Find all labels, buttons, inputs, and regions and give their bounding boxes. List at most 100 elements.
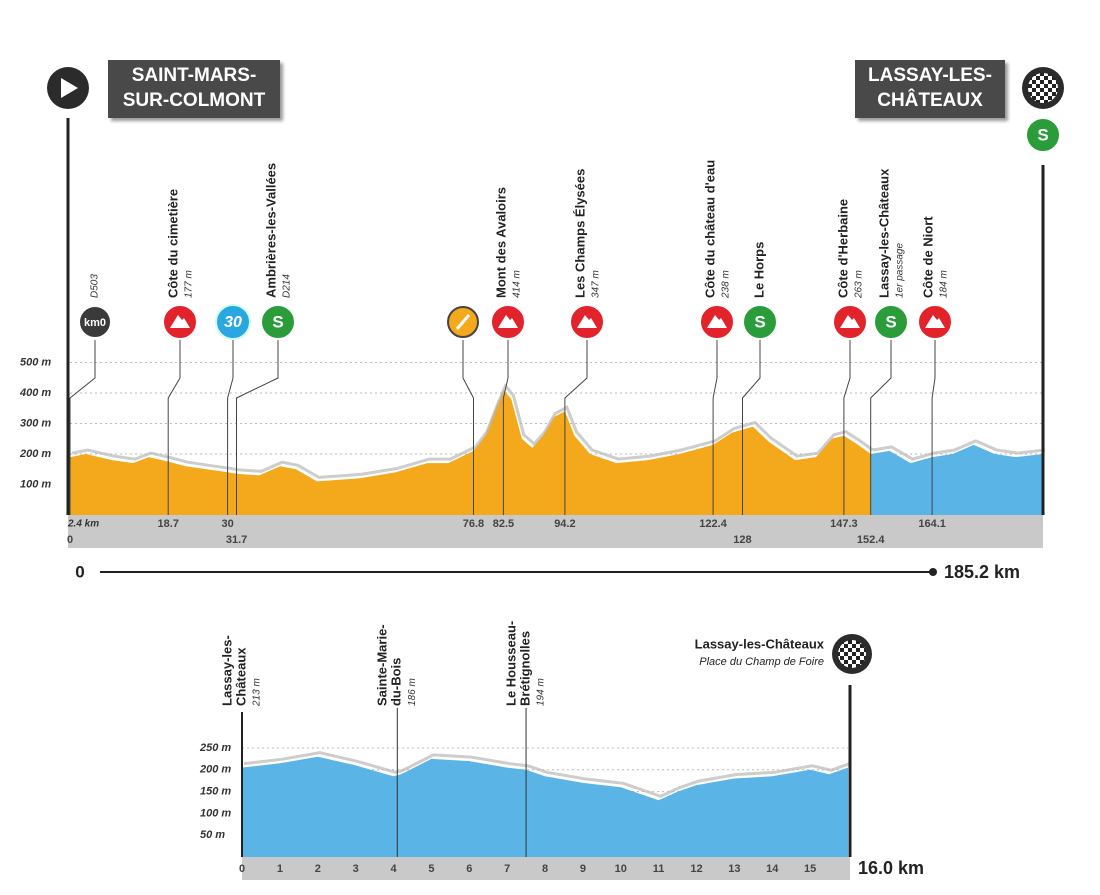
km-label: 0 — [67, 534, 73, 546]
leader-line — [931, 340, 936, 515]
poi-name: Côte de Niort — [920, 216, 935, 298]
poi-detail: 213 m — [252, 678, 263, 707]
leader-line — [870, 340, 892, 515]
leader-line — [69, 340, 96, 515]
leader-line — [227, 340, 234, 515]
finish-name: Lassay-les-Châteaux — [695, 636, 825, 651]
y-tick-label: 300 m — [20, 417, 51, 429]
sprint-icon — [873, 304, 909, 340]
mountain-glyph — [170, 315, 190, 328]
sprint-icon — [1025, 117, 1061, 153]
elevation-area — [242, 756, 848, 857]
poi-detail: 177 m — [184, 270, 195, 298]
icon-label: 30 — [224, 314, 242, 331]
x-tick-label: 12 — [690, 863, 702, 875]
distance-end-dot — [929, 568, 937, 576]
mountain-glyph — [577, 315, 597, 328]
x-tick-label: 9 — [580, 863, 586, 875]
x-tick-label: 4 — [390, 863, 397, 875]
distance-start: 0 — [75, 562, 84, 581]
km0-icon — [78, 305, 112, 339]
x-tick-label: 3 — [353, 863, 359, 875]
poi-detail: 347 m — [591, 270, 602, 298]
poi-name: Lassay-les- — [219, 635, 234, 706]
elevation-area — [870, 444, 1043, 515]
icon-label: S — [1037, 125, 1048, 144]
x-tick-label: 7 — [504, 863, 510, 875]
distance-band — [68, 515, 1043, 548]
poi-name: Les Champs Élysées — [572, 169, 587, 298]
x-tick-label: 14 — [766, 863, 779, 875]
leader-line — [564, 340, 588, 515]
y-tick-label: 200 m — [19, 448, 51, 460]
poi-detail: 1er passage — [895, 243, 906, 298]
y-tick-label: 200 m — [199, 764, 231, 776]
leader-line — [502, 340, 509, 515]
km-label: 18.7 — [158, 518, 179, 530]
poi-detail: 184 m — [939, 270, 950, 298]
mountain-glyph — [925, 315, 945, 328]
poi-name: Côte d'Herbaine — [835, 199, 850, 298]
start-box — [108, 60, 280, 118]
neutral-label: 2.4 km — [67, 519, 99, 530]
finish-name: LASSAY-LES- — [868, 65, 992, 86]
x-tick-label: 15 — [804, 863, 816, 875]
poi-name: Côte du cimetière — [165, 189, 180, 298]
poi-detail: 186 m — [407, 678, 418, 706]
x-tick-label: 0 — [239, 863, 245, 875]
x-tick-label: 8 — [542, 863, 548, 875]
leader-line — [712, 340, 718, 515]
distance-end: 16.0 km — [858, 858, 924, 878]
mountain-glyph — [707, 315, 727, 328]
km-label: 30 — [221, 518, 233, 530]
poi-name: D503 — [90, 274, 101, 298]
poi-name: Sainte-Marie- — [375, 624, 390, 706]
start-name: SUR-COLMONT — [123, 90, 266, 111]
km-label: 122.4 — [699, 518, 727, 530]
poi-name: Ambrières-les-Vallées — [263, 163, 278, 298]
distance-end: 185.2 km — [944, 562, 1020, 582]
poi-name: Le Housseau- — [504, 621, 519, 706]
poi-name: Côte du château d'eau — [702, 160, 717, 298]
x-tick-label: 1 — [277, 863, 283, 875]
poi-detail: D214 — [282, 274, 293, 298]
km-label: 94.2 — [554, 518, 575, 530]
x-tick-label: 11 — [653, 863, 665, 875]
poi-name: Châteaux — [233, 647, 248, 706]
icon-label: S — [272, 312, 283, 331]
poi-name: Brétignolles — [518, 631, 533, 706]
y-tick-label: 100 m — [200, 807, 231, 819]
elevation-outline — [243, 751, 851, 798]
km-label: 147.3 — [830, 518, 858, 530]
poi-name: du-Bois — [389, 658, 404, 706]
time-bonus-icon — [215, 304, 251, 340]
feed-glyph — [455, 314, 471, 330]
checker — [1028, 73, 1058, 103]
elevation-outline — [71, 383, 874, 479]
checker — [838, 640, 866, 668]
elevation-outline — [872, 439, 1046, 461]
x-tick-label: 6 — [466, 863, 472, 875]
leader-line — [236, 340, 279, 515]
poi-detail: 238 m — [721, 270, 732, 299]
finish-place: Place du Champ de Foire — [699, 656, 824, 668]
finish-name: CHÂTEAUX — [877, 89, 983, 111]
elevation-area — [70, 389, 871, 515]
x-tick-label: 2 — [315, 863, 321, 875]
km-label: 76.8 — [463, 518, 484, 530]
leader-line — [843, 340, 851, 515]
poi-detail: 414 m — [512, 270, 523, 298]
mountain-glyph — [498, 315, 518, 328]
km-label: 164.1 — [918, 518, 946, 530]
icon-label: S — [754, 312, 765, 331]
y-tick-label: 150 m — [200, 786, 231, 798]
y-tick-label: 400 m — [19, 387, 51, 399]
start-name: SAINT-MARS- — [132, 65, 257, 86]
y-tick-label: 50 m — [200, 829, 225, 841]
play-glyph — [61, 78, 78, 98]
poi-name: Lassay-les-Châteaux — [876, 168, 891, 298]
sprint-icon — [260, 304, 296, 340]
y-tick-label: 500 m — [20, 356, 51, 368]
